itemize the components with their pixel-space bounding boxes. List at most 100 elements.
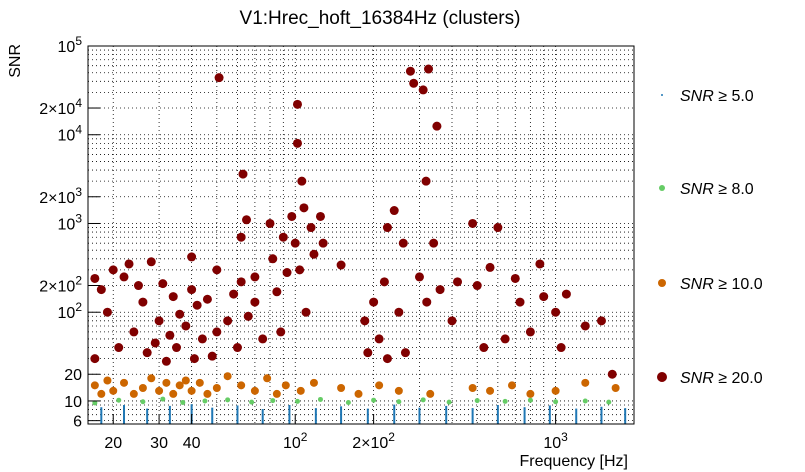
point-series-1 <box>474 398 480 404</box>
point-series-3 <box>96 285 106 295</box>
point-series-3 <box>146 257 156 267</box>
point-series-3 <box>515 297 525 307</box>
point-series-3 <box>133 281 143 291</box>
point-series-3 <box>472 281 482 291</box>
point-series-3 <box>398 238 408 248</box>
point-series-3 <box>405 66 415 76</box>
point-series-3 <box>292 99 302 109</box>
y-axis-ticks: 6 10 20 102 2×102 103 2×103 104 2×104 105 <box>39 34 100 431</box>
point-series-2 <box>109 386 118 395</box>
point-series-2 <box>237 381 246 390</box>
point-series-3 <box>309 249 319 259</box>
plot-frame <box>87 45 635 425</box>
point-series-3 <box>580 321 590 331</box>
point-series-2 <box>97 389 106 398</box>
point-series-2 <box>611 383 620 392</box>
point-series-0 <box>548 405 551 424</box>
point-series-2 <box>90 381 99 390</box>
point-series-2 <box>155 386 164 395</box>
point-series-3 <box>207 351 217 361</box>
point-series-2 <box>250 386 259 395</box>
y-tick-label: 102 <box>58 300 83 322</box>
legend-label: SNR ≥ 8.0 <box>680 181 754 198</box>
point-series-2 <box>296 386 305 395</box>
point-series-0 <box>100 407 103 424</box>
point-series-3 <box>435 285 445 295</box>
point-series-3 <box>214 73 224 83</box>
point-series-1 <box>396 399 402 405</box>
legend-marker <box>659 185 665 191</box>
point-series-3 <box>422 297 432 307</box>
point-series-3 <box>129 327 139 337</box>
y-tick-label: 20 <box>64 367 82 384</box>
point-series-2 <box>195 378 204 387</box>
point-series-3 <box>539 292 549 302</box>
x-tick-label: 103 <box>543 430 568 452</box>
x-tick-label: 2×102 <box>352 430 395 452</box>
point-series-2 <box>223 372 232 381</box>
point-series-3 <box>258 334 268 344</box>
point-series-3 <box>596 316 606 326</box>
point-series-2 <box>526 389 535 398</box>
point-series-0 <box>471 408 474 424</box>
point-series-3 <box>369 297 379 307</box>
point-series-3 <box>607 369 617 379</box>
point-series-3 <box>432 121 442 131</box>
point-series-3 <box>360 316 370 326</box>
point-series-3 <box>500 334 510 344</box>
point-series-3 <box>197 334 207 344</box>
point-series-3 <box>250 272 260 282</box>
point-series-3 <box>138 297 148 307</box>
point-series-2 <box>175 381 184 390</box>
point-series-2 <box>581 378 590 387</box>
point-series-3 <box>165 330 175 340</box>
point-series-3 <box>429 238 439 248</box>
point-series-1 <box>202 398 208 404</box>
legend-marker <box>657 372 667 382</box>
point-series-2 <box>162 378 171 387</box>
point-series-2 <box>486 386 495 395</box>
point-series-0 <box>288 405 291 424</box>
point-series-3 <box>172 343 182 353</box>
point-series-2 <box>551 386 560 395</box>
y-tick-label: 6 <box>73 414 82 431</box>
point-series-0 <box>445 405 448 424</box>
point-series-0 <box>236 405 239 424</box>
legend-label: SNR ≥ 10.0 <box>680 276 763 293</box>
point-series-1 <box>420 397 426 403</box>
point-series-3 <box>468 218 478 228</box>
point-series-1 <box>553 399 559 405</box>
point-series-3 <box>265 218 275 228</box>
point-series-3 <box>192 300 202 310</box>
point-series-2 <box>138 383 147 392</box>
point-series-3 <box>158 279 168 289</box>
point-series-3 <box>187 252 197 262</box>
point-series-3 <box>290 238 300 248</box>
point-series-0 <box>123 405 126 424</box>
point-series-3 <box>414 272 424 282</box>
point-series-1 <box>527 397 533 403</box>
point-series-3 <box>189 354 199 364</box>
y-tick-label: 2×103 <box>39 185 82 207</box>
legend-marker <box>661 94 663 96</box>
y-tick-label: 103 <box>58 211 83 233</box>
point-series-3 <box>561 289 571 299</box>
point-series-2 <box>309 378 318 387</box>
point-series-3 <box>394 307 404 317</box>
point-series-2 <box>375 381 384 390</box>
point-series-3 <box>154 316 164 326</box>
point-series-3 <box>363 348 373 358</box>
x-axis-ticks: 20 30 40 102 2×102 103 <box>104 414 568 452</box>
grid-lines <box>88 46 634 424</box>
point-series-3 <box>409 78 419 88</box>
point-series-1 <box>92 400 98 406</box>
point-series-3 <box>124 259 134 269</box>
point-series-1 <box>582 398 588 404</box>
point-series-1 <box>180 400 186 406</box>
point-series-1 <box>502 398 508 404</box>
point-series-3 <box>299 203 309 213</box>
point-series-0 <box>624 408 627 424</box>
point-series-3 <box>212 265 222 275</box>
point-series-1 <box>116 397 122 403</box>
